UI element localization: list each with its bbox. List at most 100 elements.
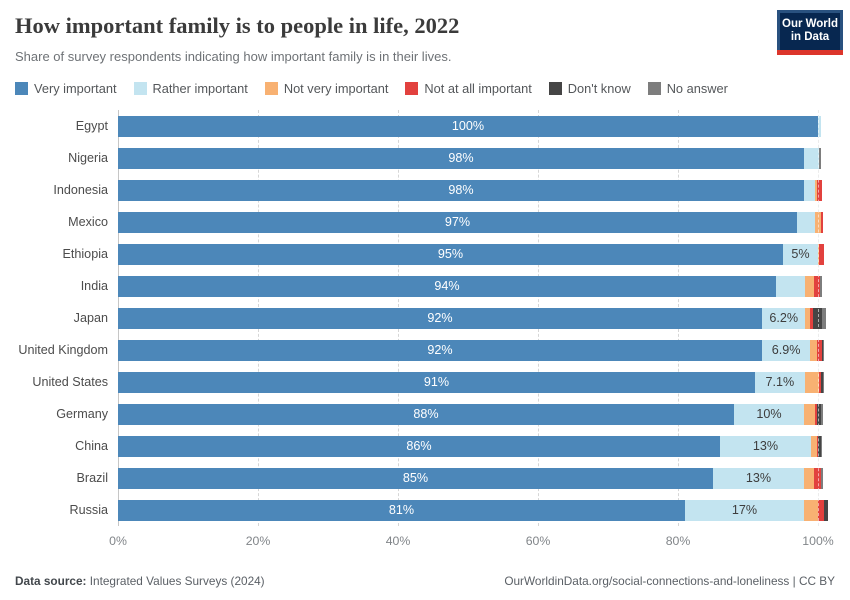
bar-segment-not-very-important xyxy=(814,179,817,201)
chart-title: How important family is to people in lif… xyxy=(15,13,460,38)
bar-row-germany: Germany 88% 10% xyxy=(56,398,835,430)
bar-value-label: 95% xyxy=(437,247,464,261)
chart-plot-area: Egypt 100% Nigeria 98% Indonesia 98% Mexico 97%… xyxy=(15,110,835,552)
bar-segment-rather-important: 5% xyxy=(783,243,818,265)
bar-row-ethiopia: Ethiopia 95% 5% xyxy=(62,238,835,270)
bar-segment-very-important: 98% xyxy=(118,147,804,169)
bar-segment-not-at-all-important xyxy=(816,179,823,201)
bar-value-label: 92% xyxy=(427,311,453,325)
bar-row-china: China 86% 13% xyxy=(75,430,835,462)
bar-segment-very-important: 97% xyxy=(118,211,797,233)
bar-segment-not-at-all-important xyxy=(819,243,824,265)
bar-value-label: 13% xyxy=(752,439,779,453)
bar-segment-rather-important: 6.2% xyxy=(762,307,806,329)
bar-segment-no-answer xyxy=(820,403,823,425)
bar-segment-no-answer xyxy=(820,275,823,297)
bar-value-label: 10% xyxy=(756,407,782,421)
legend-swatch-icon xyxy=(15,81,28,95)
bar-segment-not-very-important xyxy=(804,499,818,521)
bar-segment-not-very-important xyxy=(810,339,818,361)
stacked-bar: 92% 6.9% xyxy=(118,339,825,361)
footer-datasource-value: Integrated Values Surveys (2024) xyxy=(86,574,265,588)
bar-segment-very-important: 94% xyxy=(118,275,776,297)
bar-segment-don-t-know xyxy=(822,339,823,361)
bar-segment-very-important: 85% xyxy=(118,467,713,489)
legend-item-rather-important: Rather important xyxy=(133,81,248,96)
bar-segment-rather-important xyxy=(804,147,820,169)
bar-segment-don-t-know xyxy=(813,307,823,329)
bar-segment-don-t-know xyxy=(820,371,823,393)
bar-row-united-states: United States 91% 7.1% xyxy=(32,366,835,398)
legend-swatch-icon xyxy=(405,81,419,95)
legend-swatch-icon xyxy=(264,81,278,95)
owid-logo-box: Our World in Data xyxy=(777,10,843,50)
bar-value-label: 7.1% xyxy=(765,375,795,389)
bar-segment-not-very-important xyxy=(804,371,819,393)
bar-segment-not-at-all-important xyxy=(810,307,814,329)
footer-datasource: Data source: Integrated Values Surveys (… xyxy=(15,574,265,588)
owid-logo-red-bar xyxy=(777,50,843,55)
bar-segment-not-at-all-important xyxy=(814,403,817,425)
bar-rows: Egypt 100% Nigeria 98% Indonesia 98% Mexico 97%… xyxy=(18,110,835,526)
owid-logo-line2: in Data xyxy=(790,31,830,43)
chart-subtitle: Share of survey respondents indicating h… xyxy=(15,49,452,64)
bar-segment-not-very-important xyxy=(804,467,814,489)
x-axis: 0% 20% 40% 60% 80% 100% xyxy=(109,530,835,552)
legend-label: Very important xyxy=(34,80,117,96)
bar-segment-rather-important: 13% xyxy=(713,467,804,489)
bar-value-label: 86% xyxy=(406,439,432,453)
bar-row-mexico: Mexico 97% xyxy=(68,206,835,238)
country-label: Indonesia xyxy=(53,183,108,197)
bar-segment-very-important: 98% xyxy=(118,179,804,201)
bar-value-label: 6.2% xyxy=(769,311,799,325)
bar-row-indonesia: Indonesia 98% xyxy=(53,174,835,206)
country-label: Brazil xyxy=(76,471,109,485)
bar-value-label: 94% xyxy=(434,279,460,293)
bar-segment-no-answer xyxy=(822,307,826,329)
stacked-bar: 94% xyxy=(118,275,823,297)
country-label: Germany xyxy=(56,407,108,421)
bar-segment-rather-important xyxy=(804,179,815,201)
bar-segment-rather-important xyxy=(818,115,821,137)
bar-value-label: 5% xyxy=(791,247,810,261)
bar-segment-not-very-important xyxy=(805,307,811,329)
stacked-bar: 88% 10% xyxy=(118,403,823,425)
bar-segment-very-important: 92% xyxy=(118,339,762,361)
x-axis-tick-100: 100% xyxy=(802,534,834,548)
stacked-bar: 98% xyxy=(118,179,823,201)
bar-segment-rather-important: 6.9% xyxy=(762,339,811,361)
country-label: United Kingdom xyxy=(18,343,108,357)
stacked-bar: 95% 5% xyxy=(118,243,824,265)
bar-row-egypt: Egypt 100% xyxy=(76,110,835,142)
stacked-bar: 86% 13% xyxy=(118,435,823,457)
bar-segment-not-at-all-important xyxy=(817,339,823,361)
bar-value-label: 91% xyxy=(423,375,450,389)
bar-row-united-kingdom: United Kingdom 92% 6.9% xyxy=(18,334,835,366)
bar-value-label: 97% xyxy=(444,215,471,229)
legend-label: Not very important xyxy=(283,80,389,96)
country-label: India xyxy=(80,279,108,293)
bar-segment-very-important: 86% xyxy=(118,435,720,457)
bar-segment-very-important: 91% xyxy=(118,371,755,393)
bar-segment-very-important: 81% xyxy=(118,499,685,521)
bar-row-india: India 94% xyxy=(81,270,835,302)
legend-item-don-t-know: Don't know xyxy=(548,80,631,96)
legend-label: Don't know xyxy=(567,80,631,96)
footer-citation-link[interactable]: OurWorldinData.org/social-connections-an… xyxy=(504,574,835,588)
bar-value-label: 17% xyxy=(731,503,758,517)
legend-swatch-icon xyxy=(548,81,562,95)
stacked-bar: 100% xyxy=(118,115,821,137)
legend-item-very-important: Very important xyxy=(15,81,117,96)
bar-value-label: 13% xyxy=(745,471,772,485)
bar-row-japan: Japan 92% 6.2% xyxy=(74,302,835,334)
legend-item-not-very-important: Not very important xyxy=(264,80,389,96)
bar-segment-not-at-all-important xyxy=(820,211,823,233)
x-axis-tick-60: 60% xyxy=(525,534,551,548)
country-label: Russia xyxy=(69,503,109,517)
bar-segment-not-very-important xyxy=(804,403,815,425)
bar-segment-no-answer xyxy=(822,339,825,361)
bar-segment-no-answer xyxy=(822,371,825,393)
bar-segment-no-answer xyxy=(819,147,822,169)
bar-segment-no-answer xyxy=(820,435,823,457)
country-label: Nigeria xyxy=(68,151,108,165)
